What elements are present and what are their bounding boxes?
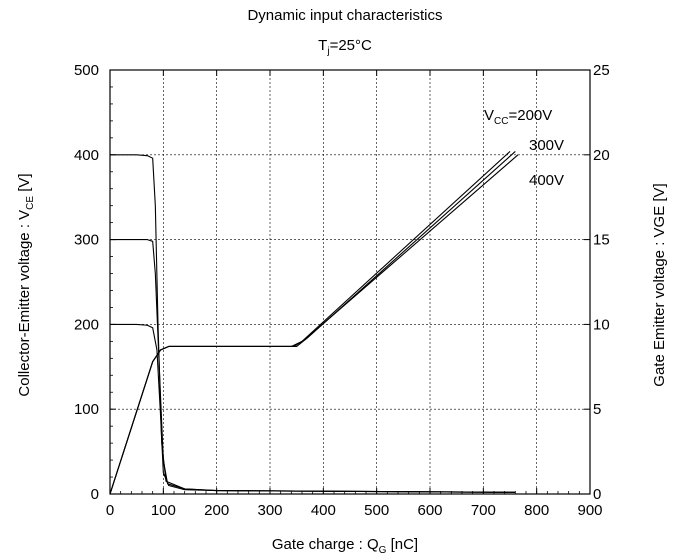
y-left-tick-label: 200 xyxy=(74,316,99,333)
y-right-tick-label: 5 xyxy=(593,401,601,418)
y-left-tick-label: 100 xyxy=(74,401,99,418)
y-right-tick-label: 25 xyxy=(593,62,610,79)
series-line-2 xyxy=(110,154,516,493)
series-line-3 xyxy=(109,151,511,495)
y-right-tick-label: 20 xyxy=(593,147,610,164)
x-tick-label: 600 xyxy=(417,502,442,519)
x-tick-label: 100 xyxy=(151,502,176,519)
x-tick-labels: 0 100 200 300 400 500 600 700 800 900 xyxy=(106,502,603,519)
annotation-vcc-main: V xyxy=(484,107,494,124)
x-tick-label: 900 xyxy=(577,502,602,519)
y-right-tick-label: 0 xyxy=(593,486,601,503)
x-axis-label-rest: [nC] xyxy=(386,536,418,553)
x-tick-label: 0 xyxy=(106,502,114,519)
y-right-tick-labels: 0 5 10 15 20 25 xyxy=(593,62,610,503)
subtitle-rest: =25°C xyxy=(330,37,372,54)
y-left-tick-label: 300 xyxy=(74,232,99,249)
subtitle-main: T xyxy=(318,37,327,54)
y-left-tick-label: 0 xyxy=(91,486,99,503)
axis-ticks xyxy=(109,69,591,495)
y-axis-left-label-main: Collector-Emitter voltage : V xyxy=(16,210,33,397)
y-axis-left-label: Collector-Emitter voltage : VCE [V] xyxy=(16,173,36,396)
x-axis-label: Gate charge : QG [nC] xyxy=(272,536,418,556)
gridlines xyxy=(110,70,590,494)
series-line-0 xyxy=(110,323,516,493)
x-tick-label: 700 xyxy=(471,502,496,519)
chart-subtitle: Tj=25°C xyxy=(318,37,372,57)
y-axis-right-label: Gate Emitter voltage : VGE [V] xyxy=(651,183,668,386)
annotation-vcc-sub: CC xyxy=(494,116,508,127)
series-line-1 xyxy=(110,239,516,493)
annotation-300v: 300V xyxy=(529,137,564,154)
annotation-vcc-200v: VCC=200V xyxy=(484,107,552,127)
annotation-400v: 400V xyxy=(529,172,564,189)
x-tick-label: 300 xyxy=(257,502,282,519)
x-tick-label: 500 xyxy=(364,502,389,519)
x-tick-label: 400 xyxy=(311,502,336,519)
x-axis-label-sub: G xyxy=(379,545,387,556)
plot-frame xyxy=(109,69,591,495)
y-right-tick-label: 10 xyxy=(593,316,610,333)
x-tick-label: 800 xyxy=(524,502,549,519)
y-axis-left-label-sub: CE xyxy=(25,196,36,210)
y-left-tick-label: 500 xyxy=(74,62,99,79)
y-right-tick-label: 15 xyxy=(593,232,610,249)
annotation-vcc-rest: =200V xyxy=(508,107,552,124)
chart-title: Dynamic input characteristics xyxy=(247,7,442,24)
series-lines xyxy=(109,151,519,495)
x-tick-label: 200 xyxy=(204,502,229,519)
series-line-5 xyxy=(109,154,519,495)
subtitle-sub: j xyxy=(326,46,329,57)
y-left-tick-labels: 0 100 200 300 400 500 xyxy=(74,62,99,503)
x-axis-label-main: Gate charge : Q xyxy=(272,536,379,553)
y-axis-left-label-rest: [V] xyxy=(16,173,33,196)
y-left-tick-label: 400 xyxy=(74,147,99,164)
